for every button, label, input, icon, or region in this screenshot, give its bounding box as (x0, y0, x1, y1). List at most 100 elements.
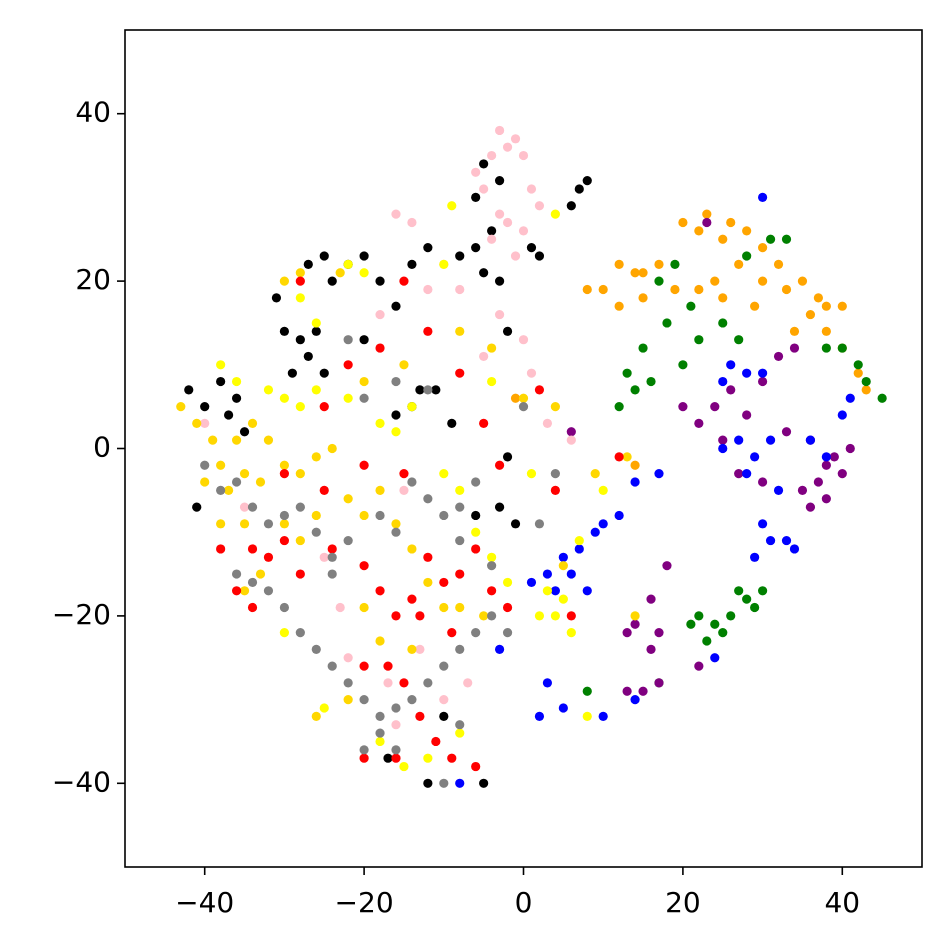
point (502, 326, 513, 336)
point (813, 293, 823, 303)
point (391, 410, 401, 420)
point (734, 586, 744, 596)
point (224, 485, 234, 495)
point (526, 243, 537, 253)
point (391, 427, 401, 437)
point (455, 251, 465, 261)
point (439, 661, 449, 671)
point (375, 418, 385, 428)
point (845, 393, 855, 403)
point (231, 376, 242, 387)
point (407, 259, 417, 269)
y-tick-label: −40 (52, 765, 111, 798)
point (239, 469, 250, 479)
point (718, 318, 728, 328)
point (471, 628, 481, 638)
point (359, 335, 369, 345)
point (263, 519, 274, 529)
point (566, 569, 576, 579)
point (216, 460, 226, 470)
point (279, 276, 289, 286)
point (614, 301, 624, 311)
point (479, 184, 489, 194)
point (239, 586, 250, 596)
point (455, 502, 465, 512)
point (750, 452, 760, 462)
point (502, 577, 513, 588)
point (734, 259, 744, 269)
point (343, 695, 353, 705)
point (216, 360, 226, 370)
point (622, 368, 632, 378)
point (407, 217, 417, 228)
point (399, 276, 409, 286)
point (343, 259, 353, 269)
point (773, 259, 784, 269)
point (758, 477, 768, 487)
point (455, 326, 465, 336)
point (295, 628, 305, 638)
point (566, 201, 576, 211)
point (534, 611, 545, 621)
point (455, 644, 465, 654)
point (200, 477, 210, 487)
point (821, 452, 831, 462)
point (399, 485, 409, 495)
point (391, 301, 401, 311)
point (638, 343, 648, 353)
point (431, 385, 441, 395)
point (343, 393, 353, 403)
point (710, 653, 720, 663)
point (789, 326, 800, 336)
point (479, 611, 489, 621)
x-tick-label: 20 (665, 886, 701, 919)
point (455, 569, 465, 579)
point (614, 259, 624, 269)
point (391, 703, 401, 713)
point (598, 284, 608, 295)
point (758, 376, 768, 387)
point (479, 778, 489, 788)
point (359, 695, 369, 705)
point (279, 510, 289, 521)
point (837, 301, 847, 311)
point (582, 284, 592, 295)
point (415, 385, 425, 395)
point (630, 385, 640, 395)
point (542, 418, 553, 428)
point (479, 159, 489, 169)
point (471, 167, 481, 177)
point (343, 535, 353, 546)
point (311, 326, 321, 336)
point (789, 343, 800, 353)
point (455, 728, 465, 738)
point (734, 469, 744, 479)
point (327, 569, 337, 579)
point (479, 418, 489, 428)
point (463, 678, 473, 688)
point (407, 594, 417, 604)
point (502, 628, 513, 638)
point (758, 276, 768, 286)
point (758, 243, 768, 253)
point (718, 376, 728, 387)
point (391, 209, 401, 219)
point (375, 309, 385, 320)
point (694, 661, 704, 671)
point (311, 452, 321, 462)
point (231, 393, 242, 403)
point (383, 678, 393, 688)
point (327, 443, 337, 454)
point (216, 544, 226, 554)
point (327, 544, 337, 554)
point (176, 402, 186, 412)
point (311, 510, 321, 521)
point (702, 209, 712, 219)
point (630, 619, 640, 629)
point (550, 611, 560, 621)
point (279, 628, 289, 638)
point (439, 778, 449, 788)
point (279, 535, 289, 546)
point (295, 535, 305, 546)
